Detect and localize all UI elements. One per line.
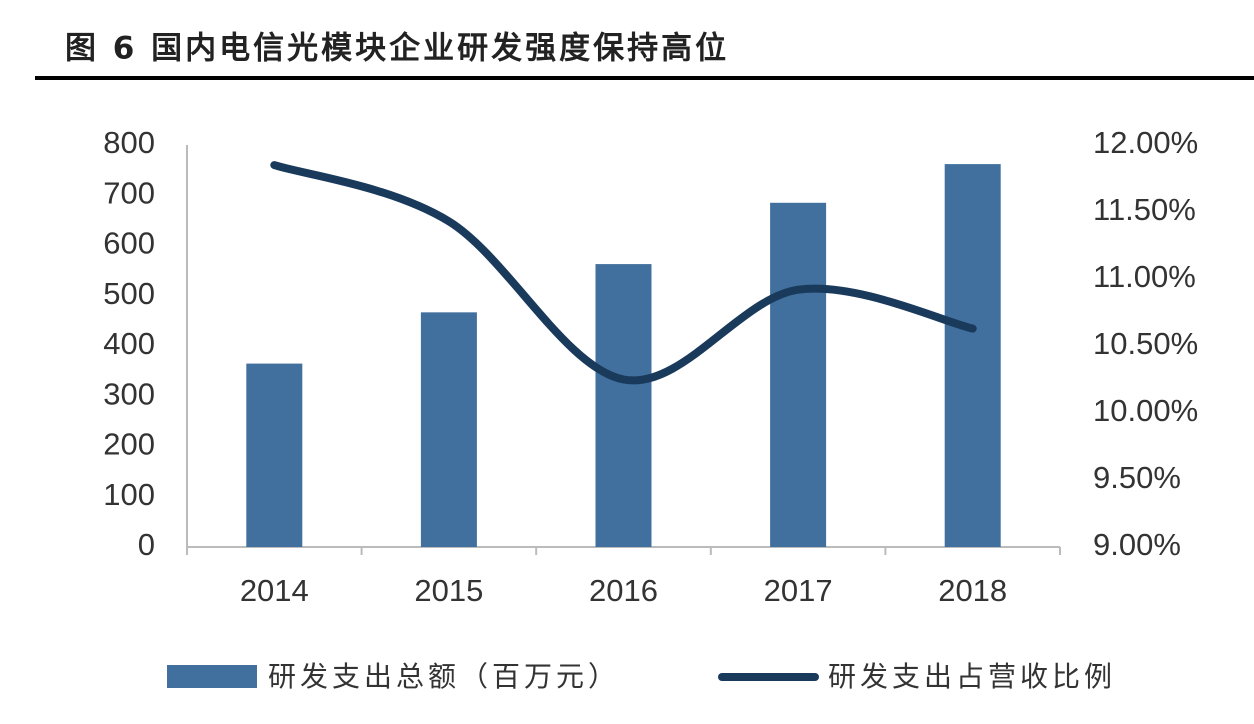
y-tick-label: 0 (138, 527, 155, 562)
x-tick-label: 2017 (764, 573, 833, 608)
line (270, 161, 977, 385)
y-tick-label: 200 (103, 427, 155, 462)
bar (944, 164, 1001, 547)
legend-label: 研发支出总额（百万元） (268, 660, 620, 693)
y2-tick-label: 10.50% (1093, 326, 1198, 361)
title-rule (35, 76, 1254, 80)
y2-tick-label: 9.00% (1093, 527, 1181, 562)
y2-tick-label: 11.00% (1093, 259, 1196, 294)
x-tick-label: 2018 (938, 573, 1007, 608)
y-tick-label: 300 (103, 376, 155, 411)
chart-title: 图 6 国内电信光模块企业研发强度保持高位 (65, 31, 729, 67)
y-tick-label: 100 (103, 477, 155, 512)
legend-label: 研发支出占营收比例 (828, 660, 1116, 693)
x-tick-label: 2014 (240, 573, 309, 608)
bar (420, 312, 477, 547)
y2-tick-label: 9.50% (1093, 460, 1181, 495)
x-tick-label: 2015 (414, 573, 483, 608)
legend-swatch (167, 665, 257, 688)
y-tick-label: 400 (103, 326, 155, 361)
bar (246, 363, 303, 547)
y-tick-label: 800 (103, 125, 155, 160)
y-tick-label: 700 (103, 175, 155, 210)
y-tick-label: 500 (103, 276, 155, 311)
y2-tick-label: 10.00% (1093, 393, 1198, 428)
y2-tick-label: 12.00% (1093, 125, 1198, 160)
bar (770, 202, 827, 547)
y2-tick-label: 11.50% (1093, 192, 1196, 227)
bar (595, 264, 652, 547)
y-tick-label: 600 (103, 226, 155, 261)
x-tick-label: 2016 (589, 573, 658, 608)
